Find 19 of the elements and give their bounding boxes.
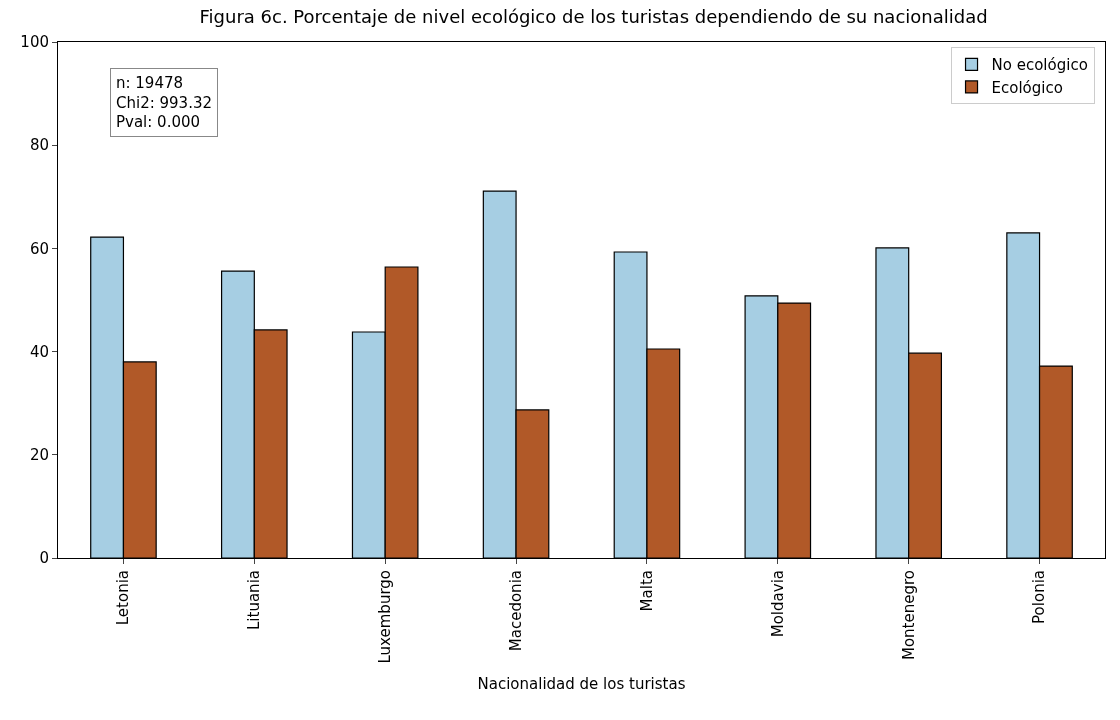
y-tick-label: 0 [39, 549, 49, 568]
x-tick-label: Montenegro [899, 570, 918, 661]
y-tick-label: 80 [29, 136, 49, 155]
x-tick-label: Lituania [245, 570, 264, 630]
y-tick-label: 100 [20, 33, 49, 52]
y-tick-label: 40 [29, 342, 49, 361]
x-tick-label: Polonia [1030, 570, 1049, 624]
x-tick-label: Luxemburgo [376, 570, 395, 664]
annotation: n: 19478 Chi2: 993.32 Pval: 0.000 [116, 74, 212, 131]
chart-title: Figura 6c. Porcentaje de nivel ecológico de los turistas dependiendo de su nacionalidad [199, 6, 988, 28]
x-tick-label: Moldavia [768, 570, 787, 638]
y-tick-label: 60 [29, 239, 49, 258]
x-axis-title: Nacionalidad de los turistas [477, 674, 686, 693]
x-tick-label: Macedonia [506, 570, 525, 652]
x-tick-label: Malta [637, 570, 656, 612]
legend-label: No ecológico [991, 56, 1088, 75]
y-tick-label: 20 [29, 446, 49, 465]
legend-label: Ecológico [991, 78, 1063, 97]
x-tick-label: Letonia [114, 570, 133, 626]
